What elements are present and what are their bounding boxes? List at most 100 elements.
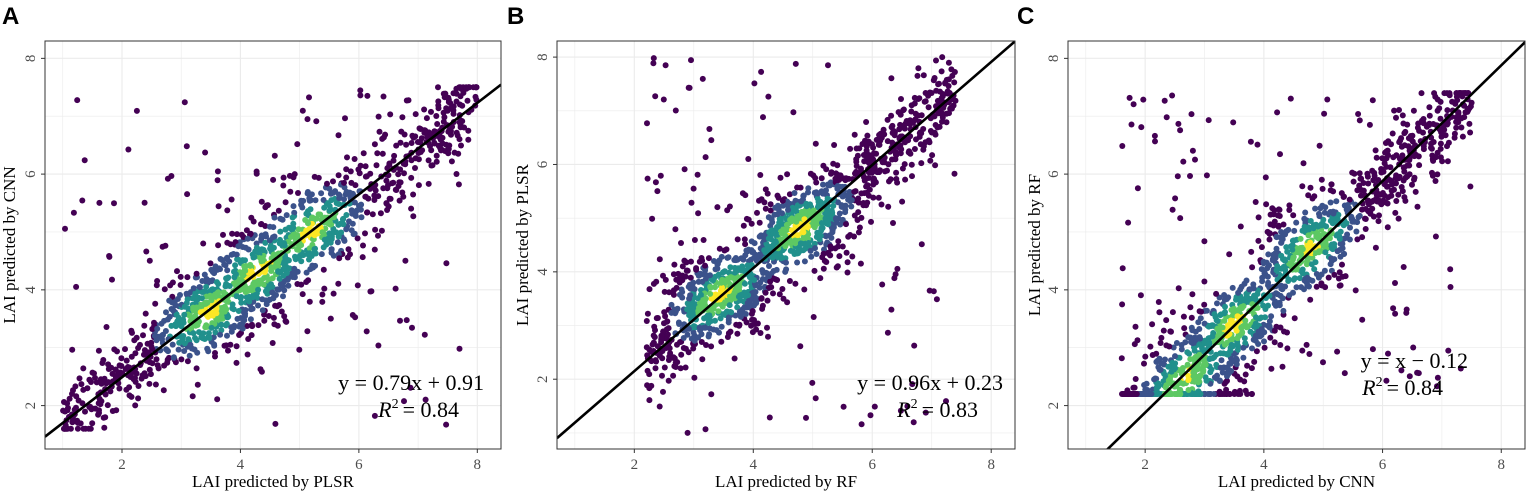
scatter-point bbox=[392, 285, 399, 292]
scatter-point bbox=[1340, 251, 1347, 257]
scatter-point bbox=[1391, 107, 1398, 114]
scatter-point bbox=[792, 280, 799, 287]
scatter-point bbox=[721, 247, 728, 254]
scatter-point bbox=[1201, 361, 1208, 368]
scatter-point bbox=[402, 257, 409, 264]
regression-equation: y = 0.96x + 0.23 bbox=[857, 370, 1003, 395]
scatter-point bbox=[743, 247, 750, 254]
scatter-point bbox=[251, 254, 258, 260]
scatter-point bbox=[909, 173, 915, 180]
scatter-point bbox=[283, 212, 290, 219]
scatter-point bbox=[1316, 142, 1323, 149]
scatter-point bbox=[1187, 304, 1194, 311]
scatter-point bbox=[1169, 309, 1176, 316]
scatter-point bbox=[1330, 210, 1337, 217]
scatter-point bbox=[326, 203, 333, 209]
scatter-point bbox=[181, 99, 188, 106]
scatter-point bbox=[1426, 112, 1433, 119]
scatter-point bbox=[1334, 348, 1341, 355]
scatter-point bbox=[884, 138, 891, 145]
scatter-point bbox=[1177, 127, 1184, 134]
scatter-point bbox=[1181, 325, 1188, 332]
scatter-point bbox=[812, 140, 819, 147]
scatter-point bbox=[236, 278, 243, 285]
scatter-point bbox=[644, 175, 651, 182]
scatter-point bbox=[253, 244, 260, 251]
scatter-point bbox=[344, 154, 350, 161]
scatter-point bbox=[380, 134, 387, 141]
scatter-point bbox=[1459, 93, 1466, 100]
scatter-point bbox=[907, 150, 914, 157]
scatter-point bbox=[421, 331, 428, 338]
scatter-point bbox=[917, 129, 924, 136]
scatter-point bbox=[844, 259, 851, 266]
scatter-point bbox=[354, 235, 361, 242]
scatter-point bbox=[1350, 178, 1357, 185]
scatter-point bbox=[1235, 289, 1242, 296]
scatter-point bbox=[718, 338, 725, 345]
scatter-point bbox=[828, 169, 835, 176]
scatter-point bbox=[458, 142, 464, 149]
scatter-point bbox=[771, 211, 778, 218]
scatter-point bbox=[881, 131, 888, 138]
scatter-point bbox=[1290, 276, 1297, 283]
scatter-point bbox=[1188, 339, 1194, 345]
scatter-point bbox=[1142, 353, 1149, 360]
x-tick-label: 2 bbox=[631, 457, 639, 473]
scatter-point bbox=[1184, 361, 1191, 368]
scatter-point bbox=[792, 237, 798, 244]
y-tick-label: 6 bbox=[535, 160, 551, 168]
scatter-point bbox=[1356, 182, 1363, 189]
scatter-point bbox=[362, 163, 369, 170]
scatter-point bbox=[794, 232, 801, 239]
scatter-point bbox=[656, 256, 663, 263]
scatter-point bbox=[1163, 317, 1170, 324]
scatter-point bbox=[1322, 284, 1329, 291]
scatter-point bbox=[652, 93, 659, 100]
scatter-point bbox=[220, 231, 226, 238]
scatter-point bbox=[312, 197, 319, 204]
scatter-point bbox=[742, 252, 749, 259]
scatter-point bbox=[1454, 117, 1461, 124]
scatter-point bbox=[1258, 332, 1265, 339]
scatter-point bbox=[1337, 240, 1344, 247]
scatter-point bbox=[352, 182, 359, 189]
scatter-point bbox=[379, 150, 386, 157]
scatter-point bbox=[81, 157, 88, 164]
scatter-point bbox=[792, 216, 799, 223]
scatter-point bbox=[205, 348, 212, 355]
scatter-point bbox=[1396, 173, 1403, 180]
scatter-point bbox=[848, 203, 855, 210]
scatter-point bbox=[826, 182, 833, 189]
scatter-point bbox=[326, 207, 333, 214]
scatter-point bbox=[306, 298, 313, 305]
scatter-point bbox=[790, 109, 797, 116]
scatter-point bbox=[1274, 109, 1281, 116]
scatter-point bbox=[1237, 223, 1244, 230]
scatter-point bbox=[343, 212, 350, 218]
scatter-point bbox=[1353, 228, 1360, 235]
scatter-point bbox=[734, 330, 741, 337]
scatter-point bbox=[670, 372, 677, 379]
scatter-point bbox=[340, 221, 347, 228]
scatter-point bbox=[205, 330, 212, 337]
scatter-point bbox=[779, 210, 785, 217]
scatter-point bbox=[324, 180, 330, 187]
scatter-point bbox=[798, 198, 805, 205]
scatter-point bbox=[1262, 174, 1269, 181]
scatter-point bbox=[1307, 218, 1314, 224]
scatter-point bbox=[358, 214, 365, 221]
scatter-point bbox=[931, 113, 938, 120]
scatter-point bbox=[932, 122, 939, 128]
scatter-point bbox=[1266, 323, 1273, 330]
scatter-point bbox=[678, 240, 684, 246]
scatter-point bbox=[277, 228, 284, 235]
scatter-point bbox=[939, 54, 946, 61]
scatter-point bbox=[1269, 205, 1276, 212]
scatter-point bbox=[234, 315, 241, 322]
regression-equation: y = x − 0.12 bbox=[1361, 348, 1468, 373]
scatter-point bbox=[1287, 243, 1294, 250]
scatter-point bbox=[1172, 195, 1179, 202]
scatter-point bbox=[926, 287, 933, 294]
scatter-point bbox=[888, 75, 895, 82]
